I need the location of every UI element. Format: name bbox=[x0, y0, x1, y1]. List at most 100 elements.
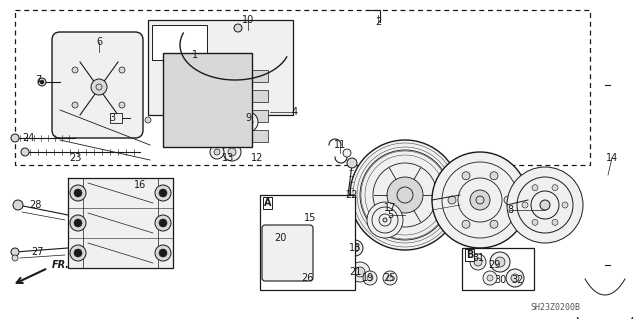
Bar bbox=[250, 130, 268, 142]
Circle shape bbox=[360, 150, 450, 240]
Circle shape bbox=[351, 244, 359, 252]
Circle shape bbox=[217, 120, 227, 130]
Text: 25: 25 bbox=[384, 273, 396, 283]
Bar bbox=[250, 90, 268, 102]
Circle shape bbox=[293, 258, 307, 272]
Text: 23: 23 bbox=[69, 153, 81, 163]
Circle shape bbox=[387, 177, 423, 213]
Circle shape bbox=[155, 185, 171, 201]
Text: 31: 31 bbox=[472, 253, 484, 263]
Circle shape bbox=[238, 112, 258, 132]
Circle shape bbox=[532, 185, 538, 191]
Circle shape bbox=[165, 120, 175, 130]
Circle shape bbox=[367, 275, 373, 281]
Text: 29: 29 bbox=[488, 260, 500, 270]
Circle shape bbox=[155, 245, 171, 261]
Circle shape bbox=[74, 219, 82, 227]
Circle shape bbox=[483, 271, 497, 285]
Circle shape bbox=[70, 245, 86, 261]
Circle shape bbox=[72, 102, 78, 108]
Circle shape bbox=[552, 219, 558, 225]
Circle shape bbox=[350, 140, 460, 250]
Circle shape bbox=[91, 79, 107, 95]
Circle shape bbox=[164, 94, 176, 106]
Circle shape bbox=[233, 60, 243, 70]
Text: 3: 3 bbox=[109, 113, 115, 123]
Bar bbox=[250, 110, 268, 122]
Circle shape bbox=[38, 78, 46, 86]
Circle shape bbox=[517, 177, 573, 233]
Circle shape bbox=[223, 143, 241, 161]
Circle shape bbox=[373, 163, 437, 227]
Text: 11: 11 bbox=[334, 140, 346, 150]
Circle shape bbox=[74, 189, 82, 197]
Circle shape bbox=[195, 60, 205, 70]
Circle shape bbox=[305, 280, 315, 290]
Text: 18: 18 bbox=[349, 243, 361, 253]
Bar bbox=[250, 70, 268, 82]
Circle shape bbox=[476, 196, 484, 204]
Circle shape bbox=[363, 271, 377, 285]
Circle shape bbox=[347, 158, 357, 168]
Circle shape bbox=[432, 152, 528, 248]
Circle shape bbox=[159, 219, 167, 227]
Circle shape bbox=[96, 84, 102, 90]
Text: B: B bbox=[466, 250, 474, 260]
Circle shape bbox=[540, 200, 550, 210]
Circle shape bbox=[232, 94, 244, 106]
Text: 8: 8 bbox=[507, 205, 513, 215]
Circle shape bbox=[195, 120, 205, 130]
Circle shape bbox=[40, 80, 44, 84]
Circle shape bbox=[506, 269, 524, 287]
Circle shape bbox=[383, 271, 397, 285]
Text: A: A bbox=[264, 198, 271, 208]
Circle shape bbox=[280, 210, 290, 220]
Circle shape bbox=[387, 275, 393, 281]
Circle shape bbox=[70, 215, 86, 231]
Circle shape bbox=[74, 249, 82, 257]
Circle shape bbox=[165, 60, 175, 70]
Text: 15: 15 bbox=[304, 213, 316, 223]
Circle shape bbox=[11, 134, 19, 142]
Circle shape bbox=[511, 274, 519, 282]
Circle shape bbox=[442, 162, 518, 238]
Circle shape bbox=[383, 218, 387, 222]
Circle shape bbox=[504, 196, 512, 204]
Circle shape bbox=[531, 191, 559, 219]
Text: 28: 28 bbox=[29, 200, 41, 210]
Text: 13: 13 bbox=[222, 153, 234, 163]
Bar bbox=[462, 248, 534, 290]
Bar bbox=[110, 113, 122, 123]
Circle shape bbox=[347, 240, 363, 256]
Circle shape bbox=[470, 190, 490, 210]
Circle shape bbox=[217, 60, 227, 70]
Circle shape bbox=[214, 149, 220, 155]
Circle shape bbox=[552, 185, 558, 191]
Polygon shape bbox=[68, 178, 173, 268]
Text: 32: 32 bbox=[512, 275, 524, 285]
Text: 24: 24 bbox=[22, 133, 34, 143]
Text: 19: 19 bbox=[362, 273, 374, 283]
Circle shape bbox=[210, 145, 224, 159]
FancyBboxPatch shape bbox=[52, 32, 143, 138]
Circle shape bbox=[268, 235, 282, 249]
Circle shape bbox=[532, 219, 538, 225]
Text: 14: 14 bbox=[606, 153, 618, 163]
Circle shape bbox=[177, 74, 193, 90]
Text: 7: 7 bbox=[35, 75, 41, 85]
Circle shape bbox=[207, 74, 223, 90]
Text: SH23Z0200B: SH23Z0200B bbox=[530, 303, 580, 313]
Circle shape bbox=[397, 187, 413, 203]
Circle shape bbox=[495, 257, 505, 267]
Circle shape bbox=[490, 220, 498, 228]
Text: 10: 10 bbox=[242, 15, 254, 25]
Text: 2: 2 bbox=[375, 17, 381, 27]
Circle shape bbox=[474, 258, 482, 266]
Circle shape bbox=[470, 254, 486, 270]
Circle shape bbox=[562, 202, 568, 208]
Text: 20: 20 bbox=[274, 233, 286, 243]
Circle shape bbox=[159, 189, 167, 197]
Text: 6: 6 bbox=[96, 37, 102, 47]
Circle shape bbox=[145, 117, 151, 123]
Text: 12: 12 bbox=[251, 153, 263, 163]
